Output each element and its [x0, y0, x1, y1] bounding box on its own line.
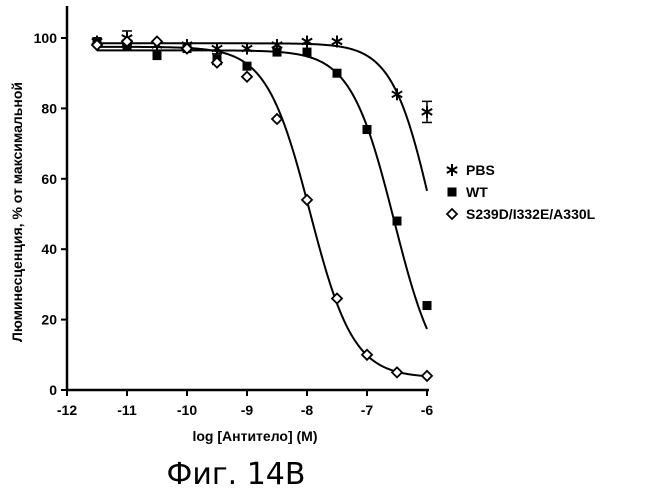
fit-curve-s239d-i332e-a330l — [97, 47, 427, 376]
y-tick-label: 40 — [41, 241, 57, 257]
x-tick-label: -11 — [117, 402, 137, 418]
x-tick-label: -6 — [421, 402, 434, 418]
x-tick-label: -10 — [177, 402, 197, 418]
legend-label-pbs: PBS — [466, 162, 495, 178]
fit-curve-wt — [97, 50, 427, 329]
x-tick-label: -7 — [361, 402, 374, 418]
data-point-wt — [153, 51, 162, 60]
data-point-pbs — [242, 43, 252, 55]
data-point-s239d-i332e-a330l — [392, 367, 402, 377]
data-point-pbs — [302, 36, 312, 48]
figure-caption: Фиг. 14B — [167, 457, 306, 492]
x-tick-label: -8 — [301, 402, 314, 418]
y-tick-label: 80 — [41, 100, 57, 116]
data-point-s239d-i332e-a330l — [302, 195, 312, 205]
legend-marker-wt — [448, 188, 457, 197]
legend-label-s239d-i332e-a330l: S239D/I332E/A330L — [466, 206, 596, 222]
y-tick-label: 0 — [49, 382, 57, 398]
y-tick-label: 20 — [41, 312, 57, 328]
data-point-s239d-i332e-a330l — [422, 371, 432, 381]
y-axis-label: Люминесценция, % от максимальной — [9, 82, 25, 342]
data-point-s239d-i332e-a330l — [152, 37, 162, 47]
fit-curves — [97, 43, 427, 376]
data-point-wt — [393, 217, 402, 226]
x-tick-label: -12 — [57, 402, 77, 418]
data-point-wt — [273, 48, 282, 57]
legend-marker-pbs — [447, 164, 457, 176]
legend: PBS WT S239D/I332E/A330L — [447, 162, 596, 222]
legend-label-wt: WT — [466, 184, 488, 200]
data-point-wt — [303, 48, 312, 57]
data-point-wt — [243, 62, 252, 71]
y-tick-label: 100 — [34, 30, 58, 46]
data-point-s239d-i332e-a330l — [242, 72, 252, 82]
data-point-wt — [363, 125, 372, 134]
data-point-wt — [333, 69, 342, 78]
fit-curve-pbs — [97, 43, 427, 191]
x-tick-label: -9 — [241, 402, 254, 418]
y-tick-label: 60 — [41, 171, 57, 187]
data-point-wt — [423, 301, 432, 310]
x-axis-label: log [Антитело] (M) — [192, 428, 317, 444]
data-points — [92, 32, 432, 381]
legend-marker-s239d-i332e-a330l — [447, 209, 457, 219]
data-point-pbs — [422, 106, 432, 118]
